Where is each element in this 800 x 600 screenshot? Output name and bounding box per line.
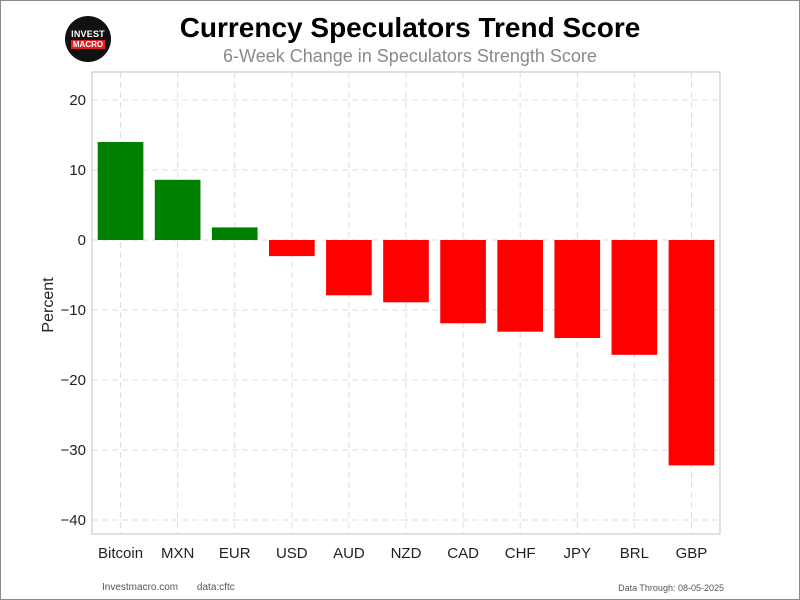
y-tick-label: −30 <box>61 442 86 459</box>
chart-subtitle: 6-Week Change in Speculators Strength Sc… <box>223 46 597 66</box>
bar-aud <box>326 240 372 296</box>
y-tick-label: 0 <box>78 232 86 249</box>
chart-title: Currency Speculators Trend Score <box>179 12 641 43</box>
footer-source: data:cftc <box>196 582 235 593</box>
logo-text-invest: INVEST <box>71 29 105 39</box>
bar-nzd <box>383 240 429 303</box>
x-tick-label-aud: AUD <box>333 545 365 562</box>
plot-area-border <box>91 71 721 535</box>
footer-left: Investmacro.com data:cftc <box>102 582 251 593</box>
y-tick-label: 10 <box>69 162 86 179</box>
y-tick-label: −20 <box>61 372 86 389</box>
x-tick-labels: Bitcoin MXN EUR USD AUD NZD CAD CHF JPY BRL GBP <box>98 545 707 562</box>
x-tick-label-eur: EUR <box>219 545 251 562</box>
x-tick-label-usd: USD <box>276 545 308 562</box>
x-tick-label-cad: CAD <box>447 545 479 562</box>
x-tick-label-mxn: MXN <box>161 545 194 562</box>
x-tick-label-jpy: JPY <box>564 545 592 562</box>
footer-data-through: Data Through: 08-05-2025 <box>618 583 724 593</box>
bar-cad <box>440 240 486 324</box>
bar-mxn <box>154 179 201 240</box>
y-tick-labels: 20 10 0 −10 −20 −30 −40 <box>61 92 86 529</box>
x-tick-label-bitcoin: Bitcoin <box>98 545 143 562</box>
x-tick-label-nzd: NZD <box>391 545 422 562</box>
y-tick-label: 20 <box>69 92 86 109</box>
x-tick-label-gbp: GBP <box>676 545 708 562</box>
bar-eur <box>211 227 258 240</box>
bar-usd <box>268 240 315 257</box>
x-tick-label-chf: CHF <box>505 545 536 562</box>
investmacro-logo: INVEST MACRO <box>65 16 111 62</box>
bar-gbp <box>668 240 715 466</box>
bar-bitcoin <box>97 142 144 240</box>
x-tick-label-brl: BRL <box>620 545 649 562</box>
bar-jpy <box>554 240 601 338</box>
bars <box>97 142 715 466</box>
y-tick-label: −10 <box>61 302 86 319</box>
footer-site: Investmacro.com <box>102 582 179 593</box>
bar-chf <box>497 240 544 332</box>
bar-brl <box>611 240 658 355</box>
y-axis-label: Percent <box>40 277 57 333</box>
y-tick-label: −40 <box>61 512 86 529</box>
logo-text-macro: MACRO <box>70 40 106 49</box>
